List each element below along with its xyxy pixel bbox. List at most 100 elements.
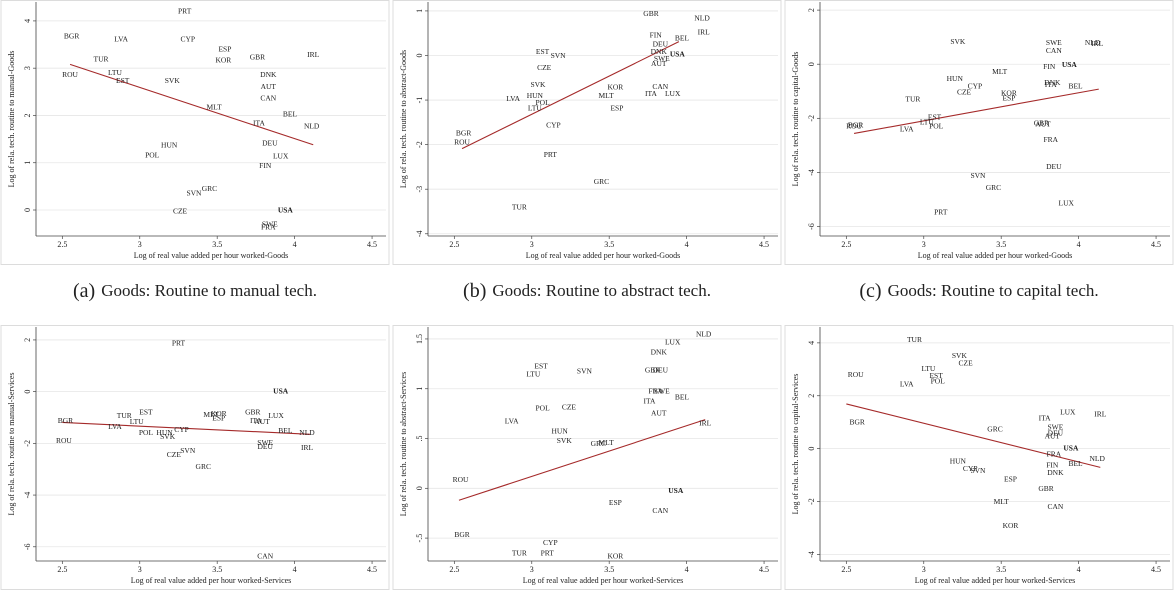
point-label: SVK	[530, 80, 546, 89]
point-label: EST	[139, 407, 153, 416]
point-label: CAN	[652, 82, 668, 91]
panel: -.5 0 .5 1 1.5 2.5 3 3.5 4 4.5 Log of real value a…	[392, 325, 782, 590]
point-label: HUN	[552, 426, 569, 435]
x-tick-label: 2.5	[57, 565, 67, 574]
point-label: BGR	[64, 32, 79, 41]
y-tick-label: 0	[807, 62, 816, 66]
y-tick-label: 2	[807, 8, 816, 12]
point-label: ROU	[56, 436, 72, 445]
x-tick-label: 2.5	[57, 240, 67, 249]
point-label: ITA	[644, 396, 656, 405]
y-axis-title: Log of rela. tech. routine to abstract-G…	[399, 50, 408, 188]
point-label: KOR	[607, 552, 623, 561]
fit-line	[846, 403, 1101, 468]
point-label: POL	[536, 403, 551, 412]
y-tick-label: 3	[23, 66, 32, 70]
point-label: DEU	[257, 442, 273, 451]
point-label: CAN	[1047, 502, 1063, 511]
point-label: MLT	[599, 91, 615, 100]
x-tick-label: 3	[138, 240, 142, 249]
panel-frame	[0, 325, 390, 590]
x-tick-label: 4	[1077, 240, 1081, 249]
x-axis-title: Log of real value added per hour worked-…	[918, 251, 1072, 260]
y-tick-label: -6	[807, 223, 816, 230]
x-tick-label: 3	[138, 565, 142, 574]
fit-line	[69, 63, 314, 146]
point-label: FRA	[1047, 449, 1062, 458]
x-tick-label: 2.5	[841, 240, 851, 249]
point-label: CAN	[652, 506, 668, 515]
point-label: CAN	[257, 551, 273, 560]
point-label: FIN	[1043, 62, 1056, 71]
panel-frame	[392, 325, 782, 590]
point-label: CYP	[963, 464, 978, 473]
point-label: NLD	[696, 330, 712, 339]
point-label: SVN	[186, 189, 202, 198]
point-label: SVN	[577, 367, 593, 376]
point-label: LTU	[526, 370, 540, 379]
point-label: ESP	[1002, 94, 1015, 103]
point-label: ESP	[218, 44, 231, 53]
x-tick-label: 4.5	[759, 565, 769, 574]
point-label: ROU	[846, 121, 862, 130]
point-label: IRL	[301, 443, 314, 452]
fit-line	[461, 41, 680, 150]
point-label: LVA	[900, 124, 914, 133]
point-label: CYP	[174, 425, 189, 434]
y-tick-label: 0	[23, 390, 32, 394]
point-label: EST	[928, 113, 942, 122]
point-label: LVA	[114, 35, 128, 44]
point-label: TUR	[512, 549, 527, 558]
point-label: CZE	[173, 207, 188, 216]
point-label: BGR	[454, 530, 469, 539]
point-label: ITA	[250, 416, 262, 425]
point-label: MLT	[994, 497, 1010, 506]
y-tick-label: .5	[415, 436, 424, 442]
caption-text: Goods: Routine to capital tech.	[888, 281, 1099, 300]
point-label: ITA	[253, 119, 265, 128]
x-axis-title: Log of real value added per hour worked-…	[523, 576, 684, 585]
caption-label: (a)	[73, 280, 95, 302]
point-label: CYP	[543, 538, 558, 547]
y-tick-label: 0	[415, 486, 424, 490]
point-label: DNK	[651, 348, 668, 357]
x-tick-label: 3.5	[604, 240, 614, 249]
point-label: NLD	[694, 14, 710, 23]
y-axis-title: Log of rela. tech. routine to capital-Go…	[791, 52, 800, 187]
panel-frame	[784, 325, 1174, 590]
point-label: LVA	[506, 94, 520, 103]
point-label: BGR	[849, 417, 864, 426]
point-label: CYP	[180, 35, 195, 44]
point-label: SVK	[950, 37, 966, 46]
x-tick-label: 2.5	[449, 565, 459, 574]
point-label: TUR	[512, 203, 527, 212]
point-label: CAN	[1046, 46, 1062, 55]
point-label: BEL	[278, 426, 293, 435]
point-label: NLD	[1085, 38, 1101, 47]
point-label: NLD	[299, 428, 315, 437]
point-label: PRT	[178, 7, 192, 16]
point-label: CZE	[957, 88, 972, 97]
point-label: POL	[929, 121, 944, 130]
point-label: LTU	[920, 117, 934, 126]
point-label: KOR	[215, 55, 231, 64]
y-axis-title: Log of rela. tech. routine to manual-Ser…	[7, 372, 16, 515]
point-label: GBR	[250, 53, 265, 62]
point-label: ROU	[453, 475, 469, 484]
y-tick-label: -2	[415, 141, 424, 148]
point-label: ESP	[610, 104, 623, 113]
point-label: DNK	[260, 70, 277, 79]
point-label: DEU	[1046, 162, 1062, 171]
point-label: BGR	[848, 120, 863, 129]
x-axis-title: Log of real value added per hour worked-…	[915, 576, 1076, 585]
point-label: DEU	[1048, 429, 1064, 438]
point-label: DEU	[262, 139, 278, 148]
point-label: CYP	[968, 82, 983, 91]
point-label: GRC	[202, 184, 217, 193]
point-label: GRC	[594, 177, 609, 186]
point-label: USA	[670, 49, 686, 58]
x-axis-title: Log of real value added per hour worked-…	[526, 251, 680, 260]
x-tick-label: 2.5	[449, 240, 459, 249]
point-label: AUT	[261, 82, 277, 91]
point-label: EST	[536, 47, 550, 56]
